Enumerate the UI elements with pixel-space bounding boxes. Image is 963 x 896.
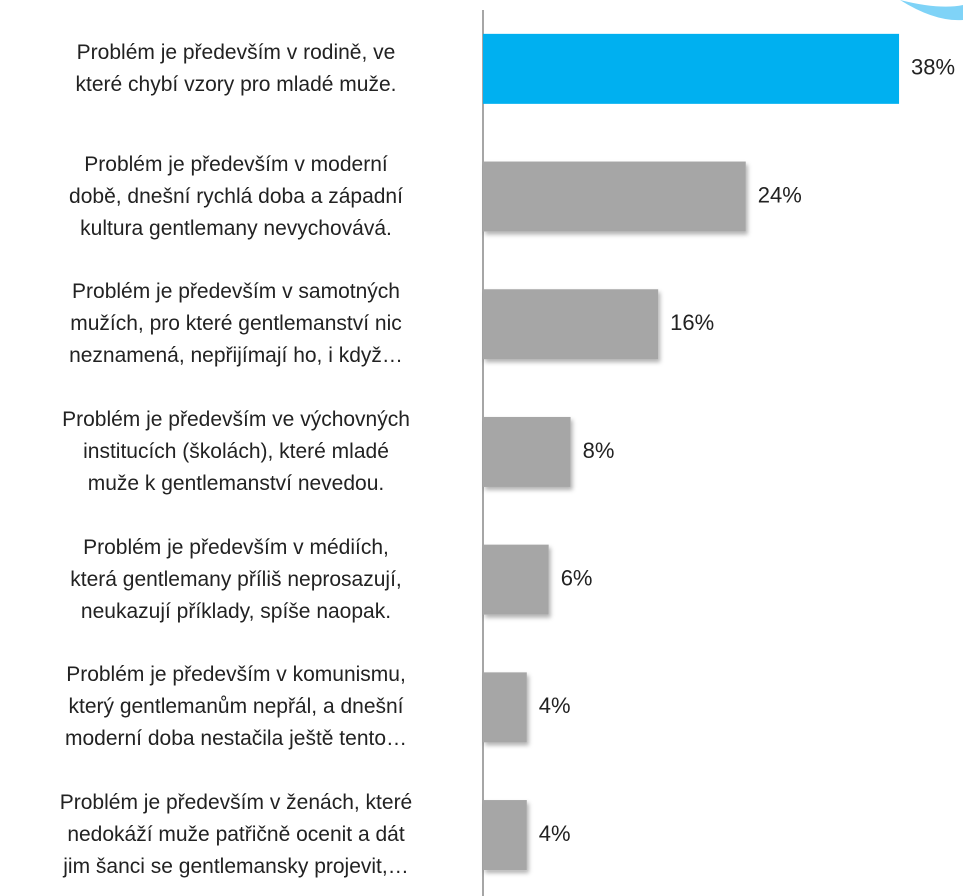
data-label: 8% [583,438,615,463]
data-label: 24% [758,182,802,207]
bar [483,33,900,104]
bar [483,672,527,743]
decoration [900,0,963,21]
data-label: 4% [539,693,571,718]
category-label: Problém je především v samotných mužích,… [69,280,403,368]
data-label: 6% [561,565,593,590]
bar [483,800,527,871]
bar [483,416,571,487]
bar [483,544,549,615]
category-label: Problém je především v rodině, ve které … [75,40,397,96]
category-label: Problém je především v komunismu, který … [64,663,408,751]
data-label: 38% [911,55,955,80]
bar [483,289,659,360]
bar [483,161,746,232]
data-label: 16% [670,310,714,335]
category-label: Problém je především ve výchovných insti… [62,407,410,495]
category-label: Problém je především v moderní době, dne… [69,152,403,240]
category-label: Problém je především v ženách, které ned… [59,791,413,879]
data-label: 4% [539,821,571,846]
category-label: Problém je především v médiích, která ge… [70,535,402,623]
